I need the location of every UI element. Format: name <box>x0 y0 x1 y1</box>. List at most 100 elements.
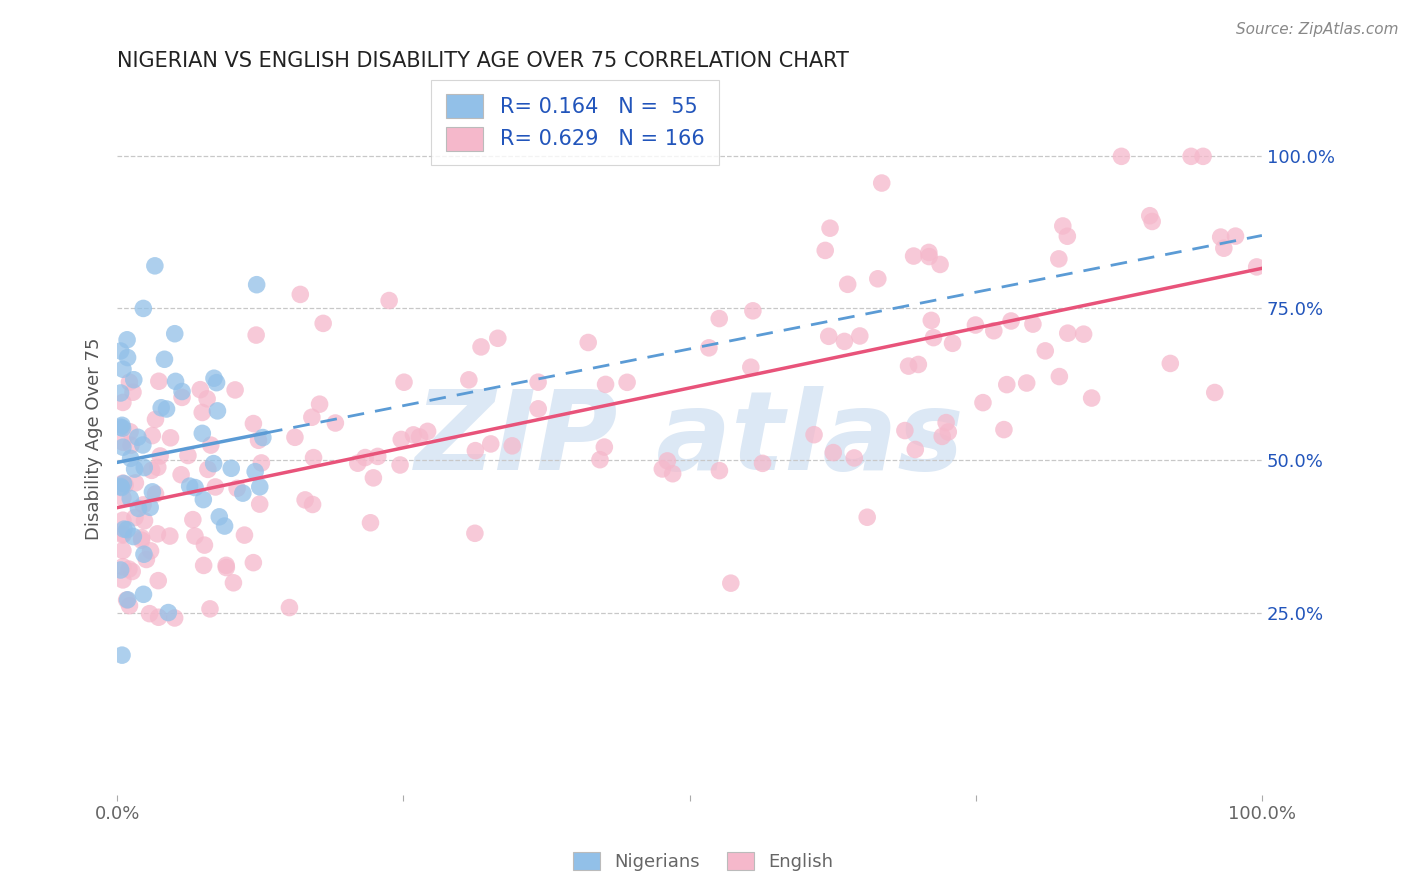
English <box>159 431 181 445</box>
English <box>965 318 987 332</box>
English <box>145 487 167 501</box>
Nigerians <box>205 376 228 390</box>
English <box>312 317 335 331</box>
English <box>111 395 134 409</box>
English <box>284 430 307 444</box>
English <box>389 458 412 472</box>
Nigerians <box>110 420 132 434</box>
Nigerians <box>143 259 166 273</box>
English <box>1080 391 1102 405</box>
Nigerians <box>179 479 201 493</box>
English <box>616 376 638 390</box>
English <box>416 425 439 439</box>
English <box>135 552 157 566</box>
Nigerians <box>110 479 132 493</box>
English <box>709 464 731 478</box>
English <box>122 385 145 400</box>
Nigerians <box>249 480 271 494</box>
English <box>131 531 153 545</box>
English <box>141 428 163 442</box>
English <box>163 611 186 625</box>
English <box>527 401 550 416</box>
Nigerians <box>184 481 207 495</box>
English <box>751 456 773 470</box>
Nigerians <box>214 519 236 533</box>
Nigerians <box>112 522 135 536</box>
English <box>378 293 401 308</box>
English <box>1073 327 1095 342</box>
English <box>389 433 412 447</box>
English <box>1192 149 1215 163</box>
English <box>131 533 153 548</box>
English <box>918 250 941 264</box>
English <box>1139 209 1161 223</box>
English <box>922 331 945 345</box>
English <box>170 467 193 482</box>
English <box>146 526 169 541</box>
English <box>479 437 502 451</box>
English <box>301 498 323 512</box>
Y-axis label: Disability Age Over 75: Disability Age Over 75 <box>86 338 103 541</box>
Nigerians <box>252 431 274 445</box>
English <box>1033 343 1056 358</box>
English <box>1047 252 1070 266</box>
English <box>457 373 479 387</box>
English <box>929 257 952 271</box>
English <box>1212 241 1234 255</box>
English <box>159 529 181 543</box>
Text: ZIP atlas: ZIP atlas <box>415 385 965 492</box>
English <box>198 602 221 616</box>
English <box>204 480 226 494</box>
Nigerians <box>141 484 163 499</box>
Nigerians <box>232 486 254 500</box>
English <box>195 392 218 406</box>
Nigerians <box>120 491 142 506</box>
English <box>215 560 238 574</box>
Nigerians <box>202 371 225 385</box>
English <box>470 340 492 354</box>
English <box>844 450 866 465</box>
Nigerians <box>111 418 134 433</box>
English <box>249 497 271 511</box>
English <box>740 360 762 375</box>
English <box>302 450 325 465</box>
English <box>200 438 222 452</box>
English <box>1015 376 1038 390</box>
English <box>242 417 264 431</box>
Nigerians <box>110 343 132 358</box>
English <box>184 529 207 543</box>
English <box>464 526 486 541</box>
English <box>354 450 377 465</box>
English <box>1000 314 1022 328</box>
Nigerians <box>150 401 173 415</box>
Nigerians <box>112 476 135 491</box>
English <box>278 600 301 615</box>
English <box>111 543 134 558</box>
English <box>817 329 839 343</box>
Nigerians <box>139 500 162 515</box>
Nigerians <box>134 460 156 475</box>
English <box>823 445 845 459</box>
Nigerians <box>157 606 180 620</box>
English <box>170 391 193 405</box>
Nigerians <box>120 451 142 466</box>
Nigerians <box>155 402 177 417</box>
English <box>894 424 917 438</box>
English <box>1159 356 1181 370</box>
English <box>145 412 167 426</box>
English <box>290 287 312 301</box>
English <box>111 559 134 574</box>
English <box>138 607 160 621</box>
Nigerians <box>111 421 134 435</box>
Text: NIGERIAN VS ENGLISH DISABILITY AGE OVER 75 CORRELATION CHART: NIGERIAN VS ENGLISH DISABILITY AGE OVER … <box>117 51 849 70</box>
Nigerians <box>207 404 229 418</box>
English <box>148 374 170 388</box>
English <box>657 454 679 468</box>
English <box>149 449 172 463</box>
Nigerians <box>191 426 214 441</box>
English <box>301 410 323 425</box>
English <box>120 425 142 439</box>
Legend: R= 0.164   N =  55, R= 0.629   N = 166: R= 0.164 N = 55, R= 0.629 N = 166 <box>432 79 718 165</box>
English <box>111 573 134 587</box>
English <box>148 610 170 624</box>
